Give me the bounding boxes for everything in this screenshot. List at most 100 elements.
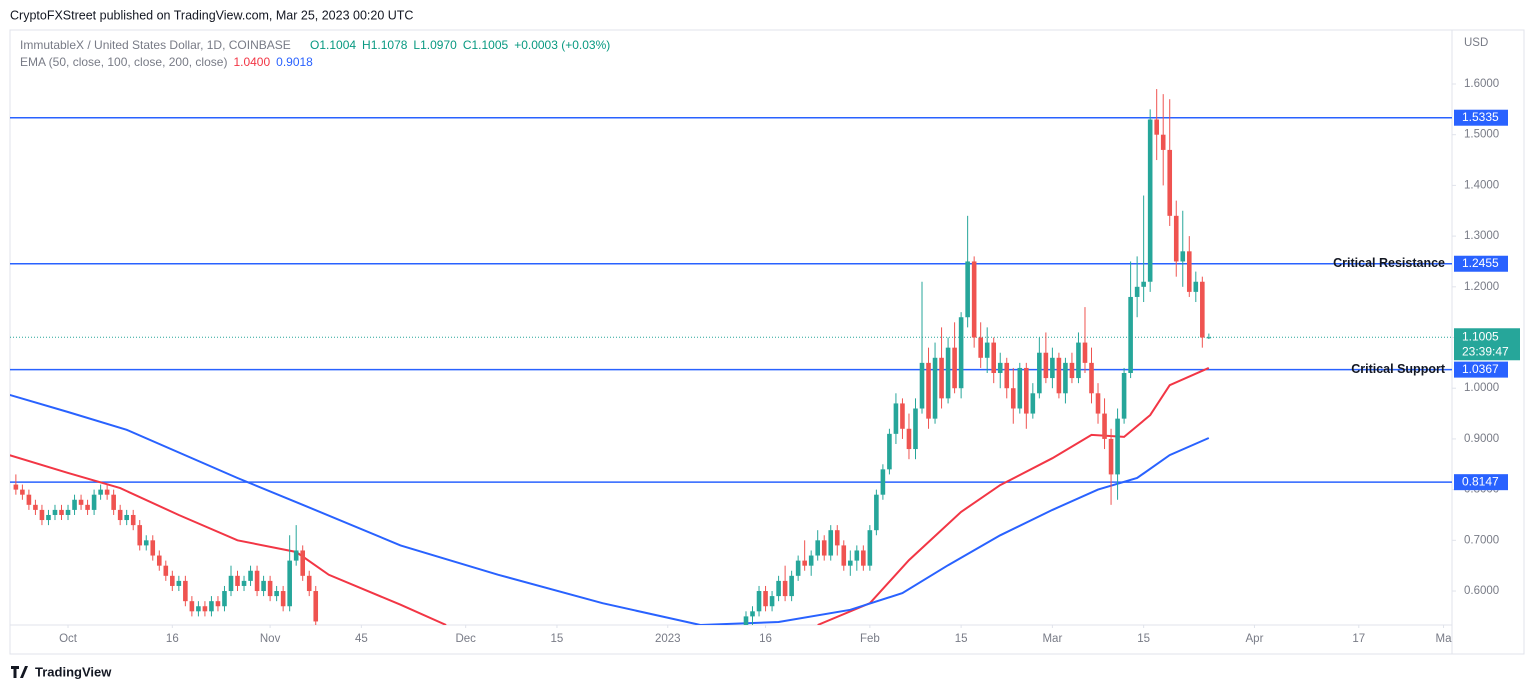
candle-body: [52, 509, 58, 515]
candle-body: [1134, 286, 1140, 297]
publisher: CryptoFXStreet published on TradingView.…: [10, 8, 413, 22]
candle-body: [1173, 215, 1179, 262]
y-tick-label: 1.0000: [1464, 382, 1499, 394]
y-tick-label: 1.3000: [1464, 230, 1499, 242]
candle-body: [72, 499, 77, 510]
candle-body: [1193, 281, 1199, 292]
candle-body: [143, 540, 149, 546]
candle-body: [1056, 357, 1062, 394]
candle-body: [782, 580, 788, 597]
candle-body: [222, 591, 227, 607]
ohlc-item: O1.1004: [310, 38, 356, 52]
x-tick-label: Nov: [260, 633, 281, 645]
candle-body: [33, 504, 38, 510]
last-price-label: 1.1005: [1462, 329, 1499, 343]
candle-body: [306, 575, 312, 592]
footer-brand: TradingView: [35, 664, 112, 679]
x-tick-label: 17: [1352, 633, 1365, 645]
candle-body: [1010, 388, 1016, 409]
last-price-box: [1454, 328, 1520, 361]
y-tick-label: 0.6000: [1464, 585, 1499, 597]
candle-body: [117, 509, 123, 521]
candle-body: [1115, 418, 1120, 475]
candle-body: [104, 489, 110, 495]
y-unit: USD: [1464, 37, 1488, 49]
y-tick-label: 1.6000: [1464, 78, 1499, 90]
candle-body: [163, 565, 169, 576]
candle-body: [815, 540, 821, 556]
level-label-box: [1454, 255, 1508, 272]
candle-body: [1180, 251, 1186, 262]
candle-body: [939, 357, 944, 399]
candle-body: [854, 550, 860, 561]
x-tick-label: 15: [955, 633, 968, 645]
candle-body: [1154, 119, 1159, 135]
candle-body: [189, 601, 195, 612]
candle-body: [267, 580, 273, 597]
candle-body: [293, 550, 299, 561]
candle-body: [808, 555, 814, 566]
candle-body: [1089, 362, 1094, 394]
candle-body: [1141, 281, 1146, 287]
candle-body: [900, 403, 905, 429]
candle-body: [85, 504, 90, 510]
candle-body: [1024, 367, 1029, 414]
candle-body: [789, 575, 794, 597]
x-tick-label: 15: [551, 633, 564, 645]
candle-body: [254, 570, 260, 592]
y-tick-label: 1.2000: [1464, 281, 1499, 293]
level-label: 1.2455: [1462, 256, 1499, 270]
candle-body: [183, 580, 188, 602]
candle-body: [98, 489, 103, 495]
candle-body: [802, 560, 807, 566]
candle-body: [196, 606, 201, 612]
candle-body: [945, 347, 951, 399]
candle-body: [1063, 362, 1068, 394]
candle-body: [1050, 357, 1055, 379]
level-label-box: [1454, 109, 1508, 126]
candle-body: [861, 550, 866, 566]
candle-body: [1128, 296, 1133, 374]
candle-body: [248, 570, 253, 581]
candle-body: [1186, 251, 1192, 292]
ohlc-item: C1.1005: [463, 38, 509, 52]
x-tick-label: Oct: [59, 633, 78, 645]
x-tick-label: 45: [355, 633, 368, 645]
candle-body: [13, 484, 19, 490]
symbol-title: ImmutableX / United States Dollar, 1D, C…: [20, 38, 291, 52]
candle-body: [20, 489, 25, 495]
candle-body: [215, 601, 221, 607]
candle-body: [39, 509, 45, 521]
level-note: Critical Resistance: [1333, 256, 1445, 270]
candle-body: [958, 317, 964, 389]
candle-body: [1102, 413, 1107, 439]
ohlc-item: L1.0970: [413, 38, 457, 52]
x-tick-label: Dec: [455, 633, 476, 645]
candle-body: [756, 591, 762, 612]
candle-body: [313, 591, 319, 622]
candle-body: [26, 494, 32, 505]
ema-line: [10, 393, 1210, 625]
candle-body: [287, 560, 292, 607]
ohlc-item: H1.1078: [362, 38, 408, 52]
y-tick-label: 0.9000: [1464, 433, 1499, 445]
candle-body: [750, 611, 755, 617]
candle-body: [150, 540, 156, 556]
candle-body: [867, 530, 873, 566]
y-tick-label: 0.7000: [1464, 534, 1499, 546]
candle-body: [1167, 149, 1173, 216]
plot-area: [10, 89, 1452, 625]
candle-body: [1069, 362, 1075, 379]
x-tick-label: 2023: [655, 633, 681, 645]
candle-body: [59, 509, 64, 515]
x-tick-label: 15: [1137, 633, 1150, 645]
candle-body: [1160, 134, 1166, 150]
candle-body: [906, 428, 912, 450]
candle-body: [202, 606, 208, 612]
x-tick-label: Mar: [1042, 633, 1062, 645]
ohlc-legend: O1.1004 H1.1078 L1.0970 C1.1005 +0.0003 (+0.…: [310, 38, 610, 52]
candle-body: [926, 362, 931, 419]
candle-body: [1095, 393, 1101, 414]
candle-body: [821, 540, 827, 556]
